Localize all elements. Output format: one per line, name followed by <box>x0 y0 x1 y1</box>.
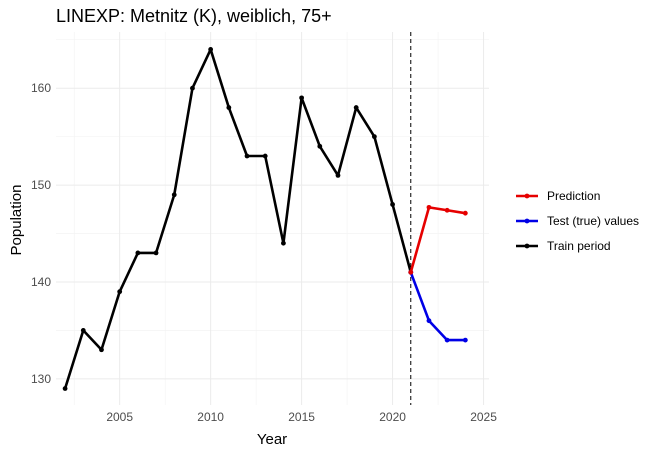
data-point <box>335 172 341 178</box>
data-point <box>262 153 268 159</box>
data-point <box>153 250 159 256</box>
data-point <box>190 85 195 91</box>
legend-item: Train period <box>516 239 611 253</box>
grid-major <box>56 32 489 405</box>
data-point <box>135 250 141 256</box>
data-point <box>408 269 414 275</box>
data-point <box>62 386 68 391</box>
legend-item: Test (true) values <box>516 214 639 228</box>
x-tick-label: 2020 <box>379 410 406 424</box>
data-point <box>208 47 214 52</box>
data-point <box>226 105 232 110</box>
legend: Prediction Test (true) values Train period <box>516 189 639 253</box>
x-tick-label: 2005 <box>106 410 133 424</box>
x-tick-label: 2025 <box>470 410 497 424</box>
series-line <box>409 271 466 342</box>
y-tick-label: 160 <box>31 81 51 95</box>
y-tick-label: 150 <box>31 178 51 192</box>
grid-minor <box>56 32 489 405</box>
x-tick-labels: 2005 2010 2015 2020 2025 <box>106 410 497 424</box>
legend-marker <box>524 218 530 224</box>
data-point <box>353 105 359 110</box>
data-point <box>390 202 395 207</box>
y-tick-labels: 130 140 150 160 <box>31 81 51 386</box>
data-point <box>299 95 305 101</box>
series-layer <box>62 47 468 391</box>
data-point <box>426 204 432 210</box>
series-line <box>409 206 466 273</box>
data-point <box>317 143 323 149</box>
data-point <box>244 153 250 159</box>
y-tick-label: 130 <box>31 372 51 386</box>
data-point <box>80 328 86 333</box>
legend-marker <box>524 193 530 199</box>
data-point <box>371 134 377 140</box>
x-tick-label: 2010 <box>197 410 224 424</box>
data-point <box>171 192 177 198</box>
data-point <box>462 337 468 343</box>
x-tick-label: 2015 <box>288 410 315 424</box>
data-point <box>281 240 286 246</box>
data-point <box>462 210 468 216</box>
legend-item: Prediction <box>516 189 600 203</box>
data-point <box>117 289 123 295</box>
y-tick-label: 140 <box>31 275 51 289</box>
y-axis-title: Population <box>8 185 25 256</box>
data-point <box>444 337 450 343</box>
legend-label: Train period <box>547 239 611 253</box>
data-point <box>99 347 104 353</box>
data-point <box>444 207 450 213</box>
x-axis-title: Year <box>257 431 287 448</box>
legend-label: Prediction <box>547 189 600 203</box>
data-point <box>426 318 432 324</box>
legend-marker <box>524 243 530 249</box>
chart-title: LINEXP: Metnitz (K), weiblich, 75+ <box>56 6 332 26</box>
legend-label: Test (true) values <box>547 214 639 228</box>
series-line <box>63 48 413 389</box>
series-train-period <box>62 47 414 391</box>
series-prediction <box>408 204 468 275</box>
